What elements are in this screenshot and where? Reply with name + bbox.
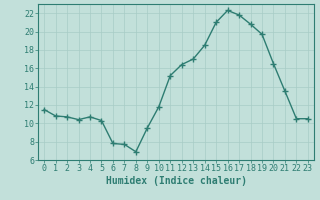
X-axis label: Humidex (Indice chaleur): Humidex (Indice chaleur): [106, 176, 246, 186]
